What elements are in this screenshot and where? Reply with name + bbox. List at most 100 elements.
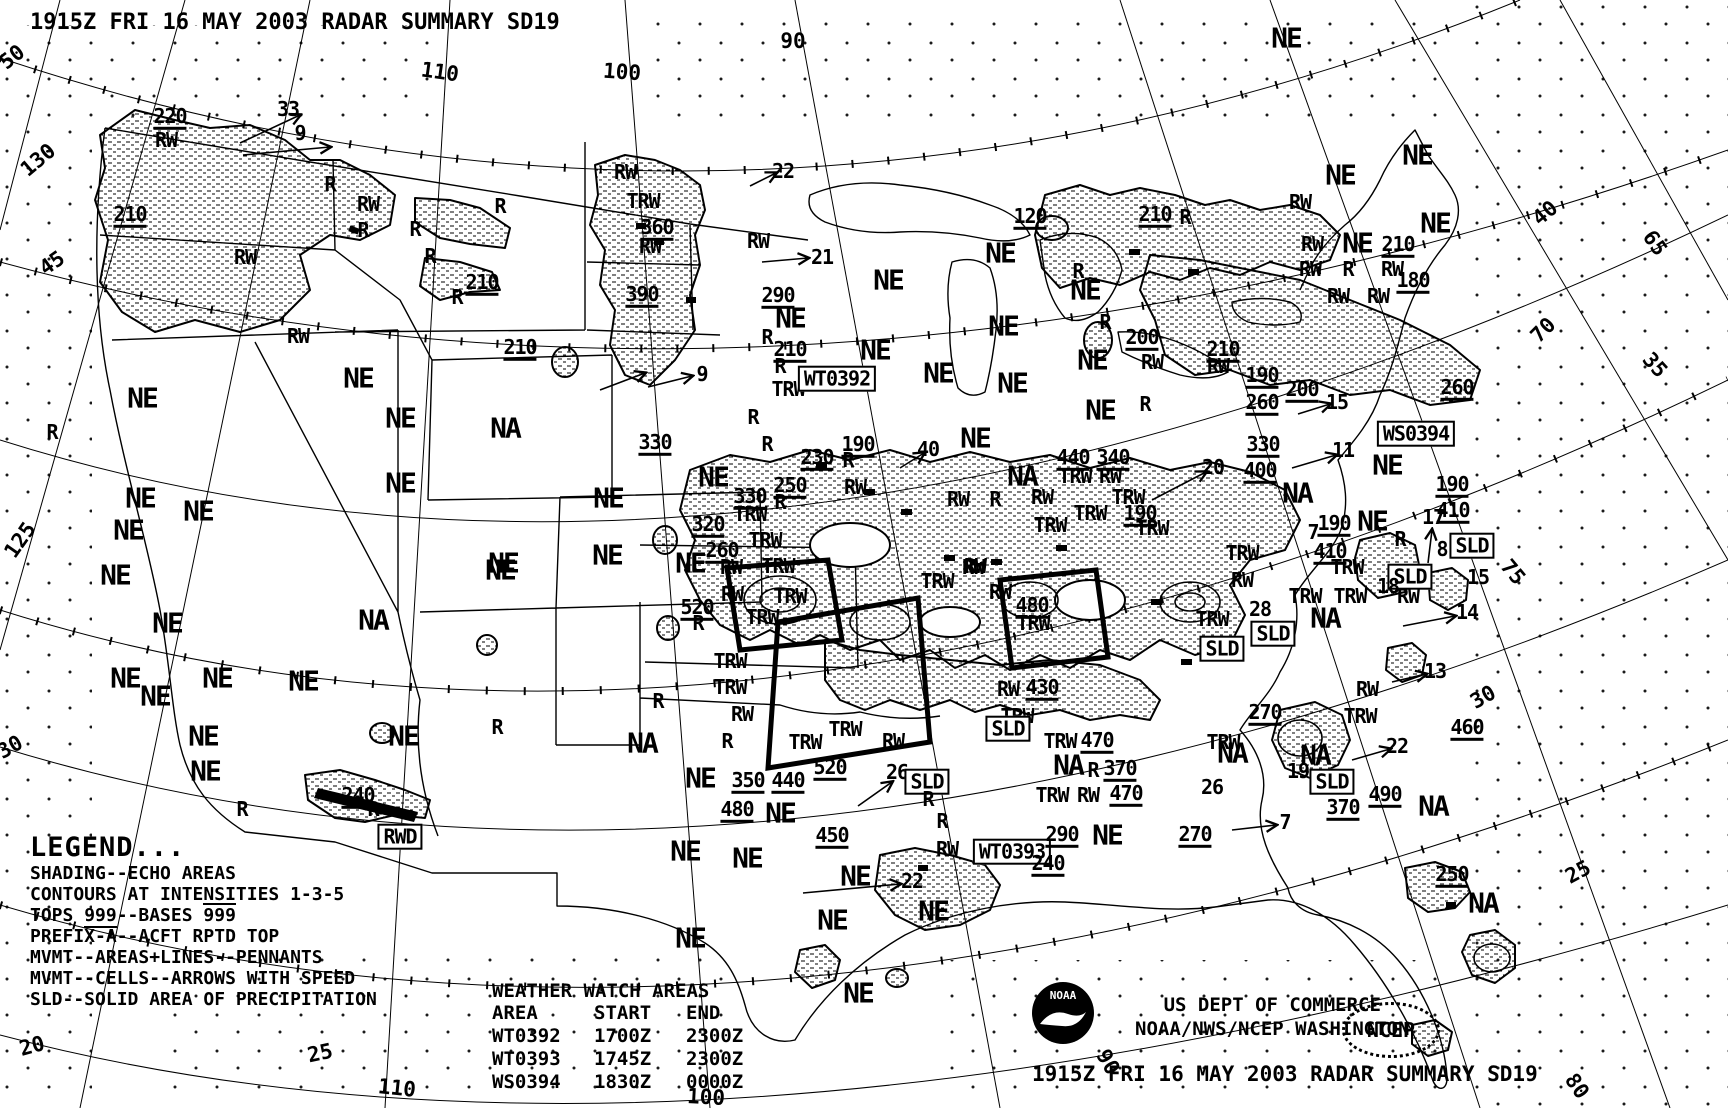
- precip-type-label: TRW: [748, 528, 782, 552]
- precip-type-label: R: [1072, 259, 1084, 283]
- legend-heading: LEGEND...: [30, 832, 186, 863]
- echo-status-label: NA: [1007, 459, 1039, 493]
- movement-speed-label: 26: [885, 760, 909, 784]
- precip-type-label: R: [1087, 758, 1099, 782]
- watch-col-header: END: [686, 1002, 721, 1024]
- echo-status-label: NE: [843, 976, 875, 1010]
- precip-type-label: TRW: [773, 584, 807, 608]
- echo-status-label: NA: [1053, 748, 1085, 782]
- movement-speed-label: 40: [916, 437, 940, 461]
- echo-status-label: NE: [190, 754, 222, 788]
- precip-type-label: TRW: [1195, 607, 1229, 631]
- precip-type-label: RW: [1326, 284, 1350, 308]
- precip-type-label: R: [747, 405, 759, 429]
- movement-speed-label: 11: [1331, 438, 1355, 462]
- noaa-logo: NOAA: [1032, 982, 1094, 1044]
- echo-status-label: NE: [817, 903, 849, 937]
- precip-type-label: TRW: [713, 675, 747, 699]
- movement-speed-label: 14: [1455, 600, 1479, 624]
- movement-speed-label: 21: [810, 245, 834, 269]
- echo-tops-label: 430: [1025, 674, 1060, 701]
- echo-tops-label: 190: [1435, 471, 1470, 498]
- precip-type-label: TRW: [1330, 555, 1364, 579]
- echo-tops-label: 190: [841, 431, 876, 458]
- watch-row: WT0392 1700Z 2300Z: [492, 1025, 766, 1048]
- precip-type-label: TRW: [828, 717, 862, 741]
- precip-type-label: TRW: [1033, 513, 1067, 537]
- movement-speed-label: 22: [900, 869, 924, 893]
- echo-status-label: NE: [765, 796, 797, 830]
- echo-tops-label: 330: [1246, 431, 1281, 458]
- precip-type-label: TRW: [1225, 541, 1259, 565]
- precip-type-label: RW: [356, 192, 380, 216]
- precip-type-label: TRW: [626, 189, 660, 213]
- echo-tops-label: 290: [761, 282, 796, 309]
- ncep-logo: NCEP: [1342, 1002, 1440, 1058]
- grid-coordinate-label: 65: [1637, 225, 1673, 261]
- echo-status-label: NE: [675, 921, 707, 955]
- grid-coordinate-label: 125: [0, 517, 41, 563]
- precip-type-label: R: [989, 487, 1001, 511]
- agency-line1: US DEPT OF COMMERCE: [1163, 994, 1381, 1016]
- echo-tops-label: 210: [1206, 336, 1241, 363]
- movement-speed-label: 22: [771, 159, 795, 183]
- echo-tops-label: 490: [1368, 781, 1403, 808]
- precip-type-label: TRW: [745, 605, 779, 629]
- agency-line2: NOAA/NWS/NCEP WASHINGTON: [1135, 1018, 1410, 1040]
- precip-type-label: RW: [613, 160, 637, 184]
- echo-status-label: NA: [1217, 736, 1249, 770]
- grid-coordinate-label: 20: [16, 1031, 48, 1061]
- precip-type-label: RW: [638, 234, 662, 258]
- precip-type-label: TRW: [1043, 729, 1077, 753]
- echo-tops-label: 240: [341, 782, 376, 809]
- echo-tops-label: 260: [705, 537, 740, 564]
- precip-type-label: RW: [1298, 257, 1322, 281]
- tops-999: 999: [84, 905, 117, 928]
- echo-status-label: NE: [388, 719, 420, 753]
- precip-type-label: R: [491, 715, 503, 739]
- precip-type-label: TRW: [1073, 501, 1107, 525]
- echo-status-label: NE: [960, 421, 992, 455]
- echo-status-label: NA: [627, 726, 659, 760]
- legend-line: SLD--SOLID AREA OF PRECIPITATION: [30, 989, 377, 1010]
- weather-watch-areas-table: WEATHER WATCH AREAS AREA START END WT0392 1…: [492, 980, 766, 1094]
- area-type-label: SLD: [1199, 635, 1245, 662]
- precip-type-label: RW: [154, 128, 178, 152]
- precip-type-label: RW: [1366, 284, 1390, 308]
- movement-speed-label: 7: [1307, 520, 1319, 544]
- precip-type-label: RW: [286, 324, 310, 348]
- echo-status-label: NE: [1372, 448, 1404, 482]
- precip-type-label: RW: [988, 580, 1012, 604]
- precip-type-label: RW: [961, 555, 985, 579]
- noaa-logo-text: NOAA: [1049, 989, 1077, 1002]
- echo-tops-label: 450: [815, 822, 850, 849]
- grid-coordinate-label: 70: [1525, 312, 1561, 348]
- area-type-label: SLD: [904, 768, 950, 795]
- precip-type-label: R: [451, 285, 463, 309]
- echo-tops-label: 210: [113, 201, 148, 228]
- precip-type-label: R: [652, 689, 664, 713]
- movement-speed-label: 7: [1279, 810, 1291, 834]
- echo-status-label: NE: [675, 546, 707, 580]
- precip-type-label: RW: [746, 229, 770, 253]
- grid-coordinate-label: 90: [780, 29, 806, 53]
- grid-coordinate-label: 100: [602, 58, 642, 86]
- echo-status-label: NE: [670, 834, 702, 868]
- echo-tops-label: 410: [1436, 497, 1471, 524]
- echo-status-label: NE: [183, 494, 215, 528]
- echo-tops-label: 200: [1285, 376, 1320, 403]
- echo-tops-label: 470: [1109, 780, 1144, 807]
- precip-type-label: R: [721, 729, 733, 753]
- echo-status-label: NA: [1310, 601, 1342, 635]
- echo-tops-label: 390: [625, 281, 660, 308]
- legend-line: SHADING--ECHO AREAS: [30, 863, 236, 884]
- precip-type-label: R: [494, 194, 506, 218]
- area-type-label: SLD: [1309, 768, 1355, 795]
- echo-tops-label: 480: [720, 796, 755, 823]
- echo-tops-label: 250: [1435, 861, 1470, 888]
- echo-status-label: NE: [113, 513, 145, 547]
- precip-type-label: RW: [946, 487, 970, 511]
- echo-status-label: NE: [385, 401, 417, 435]
